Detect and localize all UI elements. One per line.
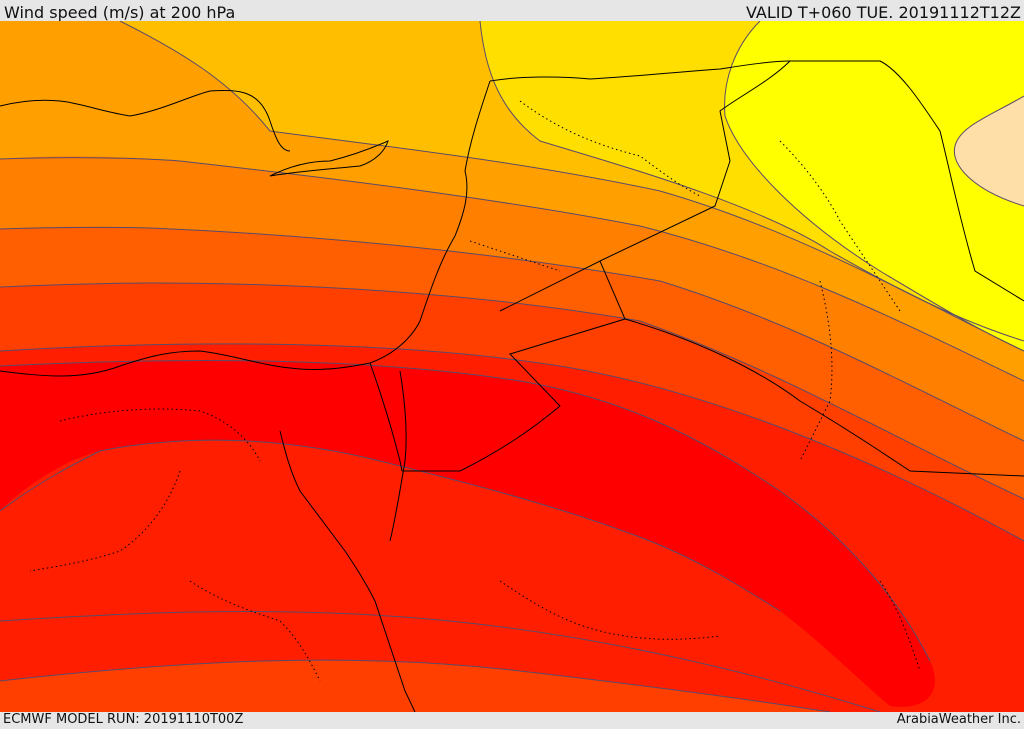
band-8-south	[0, 660, 830, 712]
valid-time: VALID T+060 TUE. 20191112T12Z	[745, 3, 1021, 22]
internal-boundaries	[29, 100, 921, 682]
contour-lines	[0, 21, 1024, 712]
coastlines	[0, 80, 491, 712]
model-run-label: ECMWF MODEL RUN: 20191110T00Z	[3, 712, 244, 727]
wind-speed-map	[0, 21, 1024, 712]
band-1	[954, 96, 1024, 206]
band-2	[724, 21, 1024, 351]
band-10	[0, 360, 936, 707]
borders	[369, 60, 1024, 477]
map-title: Wind speed (m/s) at 200 hPa	[4, 3, 236, 22]
credit-label: ArabiaWeather Inc.	[896, 712, 1021, 727]
